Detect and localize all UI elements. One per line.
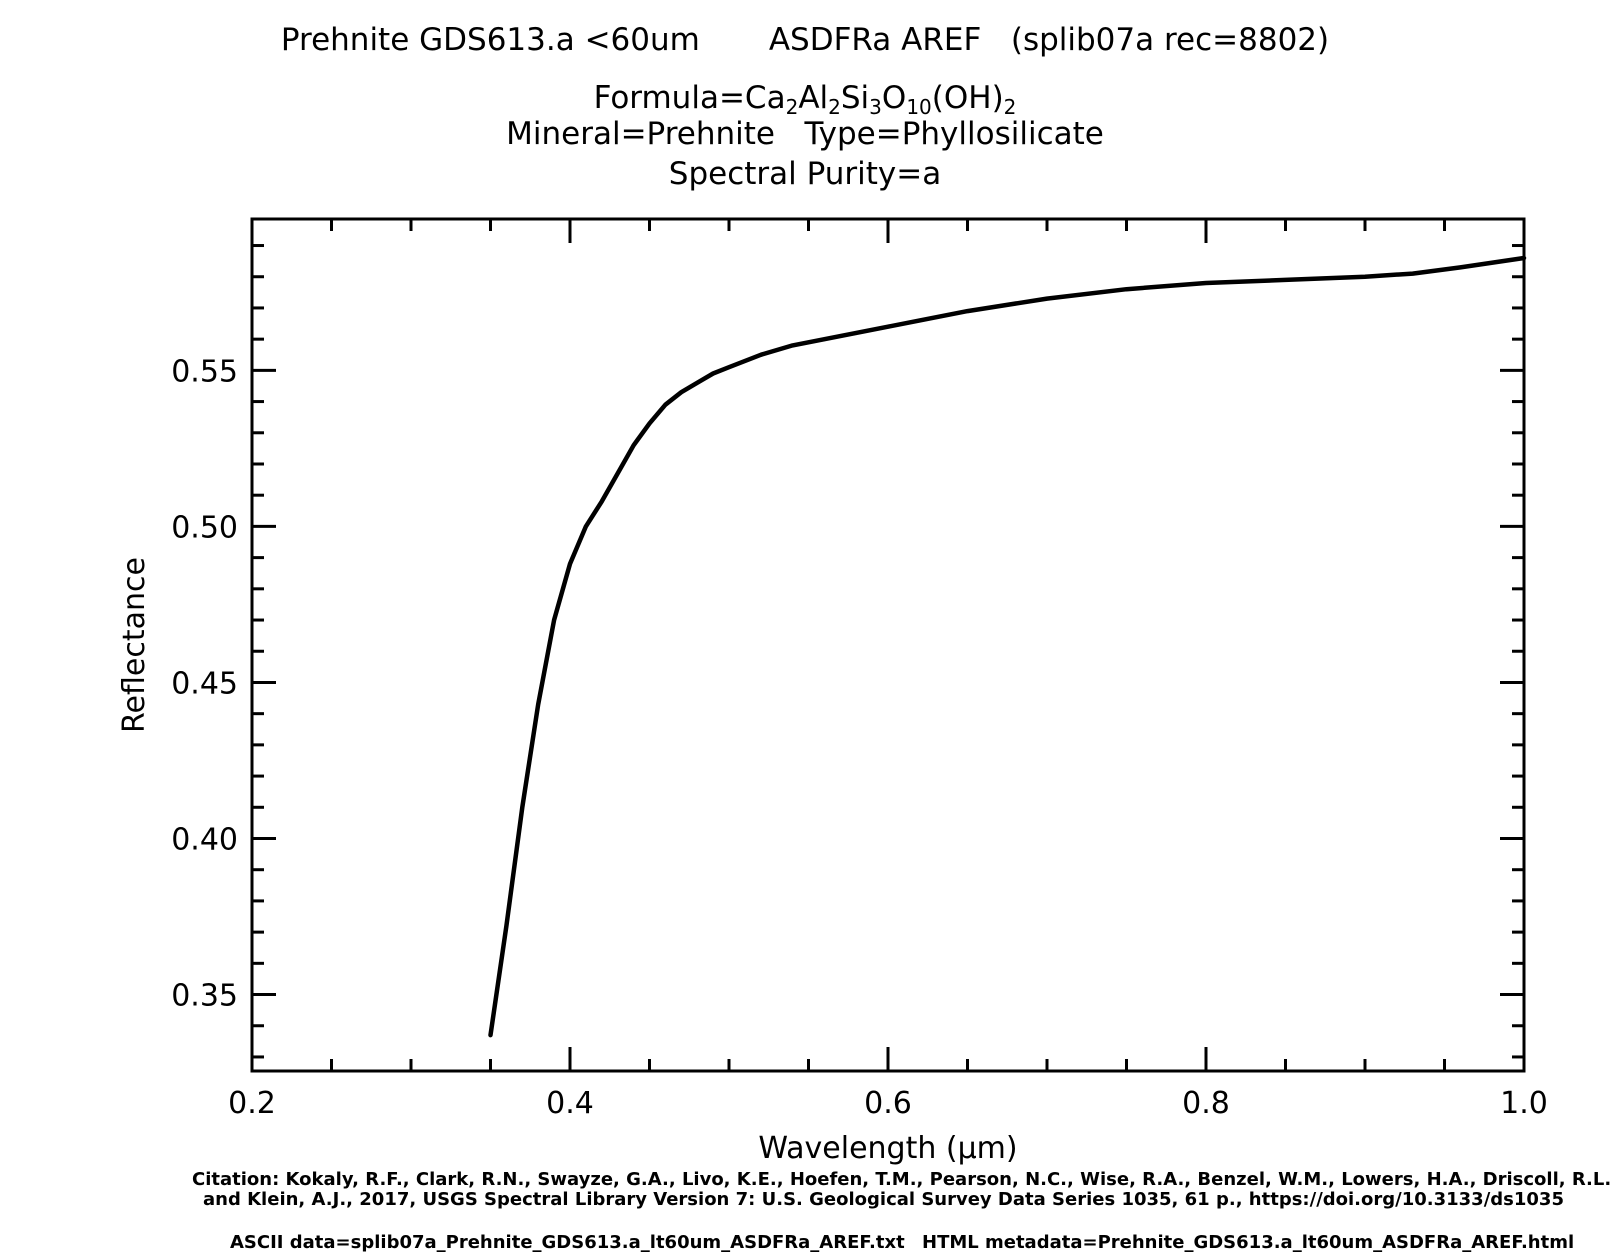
y-tick-label: 0.50: [171, 510, 238, 545]
chart-title: Prehnite GDS613.a <60um ASDFRa AREF (spl…: [0, 22, 1610, 58]
formula-part: Si3: [840, 80, 882, 119]
formula-part: Al2: [798, 80, 841, 119]
mineral-type-line: Mineral=Prehnite Type=Phyllosilicate: [506, 116, 1104, 152]
instrument-name: ASDFRa AREF: [768, 22, 982, 58]
formula-part: O10: [881, 80, 932, 119]
plot-frame: [250, 217, 1526, 1073]
html-metadata-filename: HTML metadata=Prehnite_GDS613.a_lt60um_A…: [922, 1232, 1575, 1253]
x-tick-label: 0.2: [228, 1086, 276, 1121]
formula-part: Ca2: [744, 80, 799, 119]
x-tick-label: 0.6: [864, 1086, 912, 1121]
x-axis-label: Wavelength (μm): [758, 1131, 1017, 1166]
axis-ticks: [250, 219, 1526, 1071]
x-tick-label: 0.4: [546, 1086, 594, 1121]
y-axis-label: Reflectance: [117, 557, 152, 733]
y-tick-label: 0.45: [171, 666, 238, 701]
series-line-reflectance: [488, 255, 1527, 1038]
y-tick-label: 0.35: [171, 979, 238, 1014]
sample-name: Prehnite GDS613.a <60um: [280, 22, 700, 58]
formula-line: Formula=Ca2Al2Si3O10(OH)2: [0, 80, 1610, 119]
spectral-purity-line: Spectral Purity=a: [668, 156, 942, 192]
x-tick-label: 1.0: [1500, 1086, 1548, 1121]
formula-part: (OH)2: [931, 80, 1017, 119]
citation-line-2: and Klein, A.J., 2017, USGS Spectral Lib…: [203, 1189, 1564, 1210]
x-tick-label: 0.8: [1182, 1086, 1230, 1121]
citation-line-1: Citation: Kokaly, R.F., Clark, R.N., Swa…: [192, 1169, 1610, 1190]
y-tick-label: 0.40: [171, 822, 238, 857]
ascii-data-filename: ASCII data=splib07a_Prehnite_GDS613.a_lt…: [230, 1232, 905, 1253]
y-tick-label: 0.55: [171, 354, 238, 389]
record-id: (splib07a rec=8802): [1010, 22, 1330, 58]
formula-prefix: Formula=: [593, 80, 745, 116]
axis-tick-labels: 0.2 0.4 0.6 0.8 1.0 0.35 0.40 0.45 0.50 0.55: [171, 354, 1548, 1121]
